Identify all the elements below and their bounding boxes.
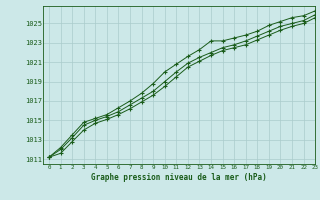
X-axis label: Graphe pression niveau de la mer (hPa): Graphe pression niveau de la mer (hPa) [91,173,267,182]
